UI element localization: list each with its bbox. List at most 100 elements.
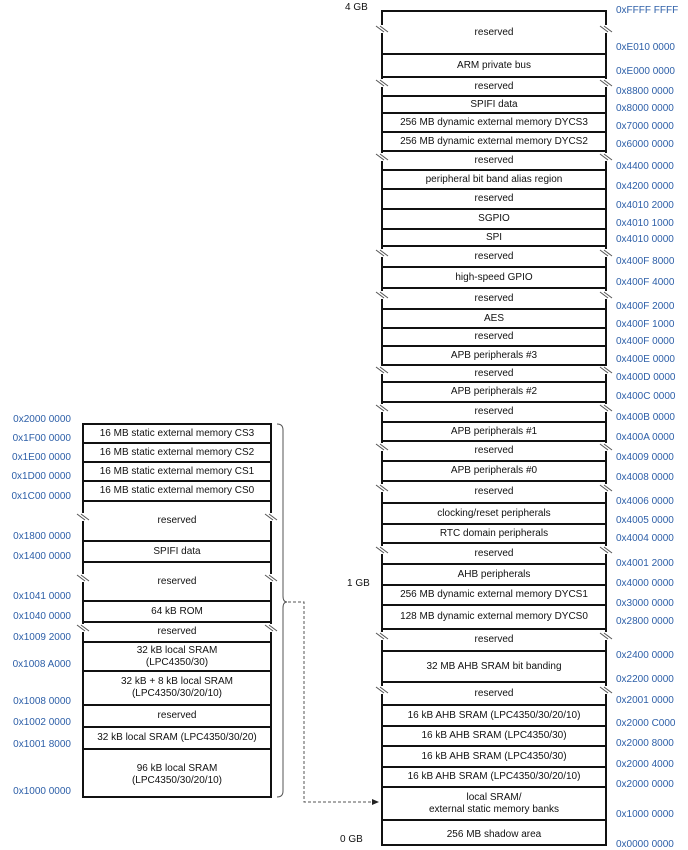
region-label: reserved <box>474 634 514 645</box>
break-mark-icon <box>375 248 389 257</box>
memory-region: 16 kB AHB SRAM (LPC4350/30/20/10) <box>383 768 605 788</box>
address-label: 0x4005 0000 <box>616 515 674 526</box>
region-label: 32 kB local SRAM (LPC4350/30) <box>136 644 218 668</box>
memory-region: reserved <box>84 502 270 542</box>
region-label: 16 kB AHB SRAM (LPC4350/30) <box>421 730 567 741</box>
region-label: AHB peripherals <box>457 568 531 580</box>
address-label: 0x1800 0000 <box>13 531 71 542</box>
region-label: 16 MB static external memory CS0 <box>99 485 255 496</box>
break-mark-icon <box>375 685 389 694</box>
region-label: reserved <box>474 26 514 38</box>
region-label: 256 MB dynamic external memory DYCS3 <box>400 116 588 128</box>
region-label: 128 MB dynamic external memory DYCS0 <box>400 611 588 622</box>
address-label: 0x1D00 0000 <box>11 471 72 482</box>
address-label: 0x4001 2000 <box>616 558 674 569</box>
memory-region: reserved <box>383 403 605 423</box>
memory-region: reserved <box>383 329 605 347</box>
break-mark-icon <box>375 545 389 554</box>
region-label: 256 MB dynamic external memory DYCS1 <box>400 589 588 600</box>
memory-region: 96 kB local SRAM (LPC4350/30/20/10) <box>84 750 270 800</box>
break-mark-icon <box>375 404 389 412</box>
gb-label-1: 1 GB <box>347 578 370 589</box>
break-mark-icon <box>599 632 613 640</box>
memory-region: reserved <box>383 442 605 462</box>
address-label: 0x1E00 0000 <box>12 452 71 463</box>
memory-region: reserved <box>383 366 605 383</box>
region-label: SGPIO <box>478 213 510 224</box>
break-mark-icon <box>76 513 90 521</box>
memory-region: AES <box>383 310 605 329</box>
memory-region: 32 kB local SRAM (LPC4350/30) <box>84 643 270 672</box>
address-label: 0x400F 8000 <box>616 256 675 267</box>
region-label: reserved <box>474 331 514 342</box>
region-label: APB peripherals #1 <box>450 425 538 437</box>
region-label: reserved <box>474 154 514 166</box>
memory-region: 32 MB AHB SRAM bit banding <box>383 652 605 683</box>
memory-region: APB peripherals #1 <box>383 423 605 442</box>
memory-region: RTC domain peripherals <box>383 525 605 544</box>
address-label: 0xE010 0000 <box>616 42 675 53</box>
memory-region: 32 kB + 8 kB local SRAM (LPC4350/30/20/1… <box>84 672 270 706</box>
region-label: APB peripherals #0 <box>450 465 538 476</box>
address-label: 0x4000 0000 <box>616 578 674 589</box>
region-label: 16 MB static external memory CS3 <box>99 427 255 439</box>
address-label: 0x2800 0000 <box>616 616 674 627</box>
break-mark-icon <box>264 624 278 632</box>
address-label: 0x1400 0000 <box>13 551 71 562</box>
memory-region: reserved <box>383 78 605 97</box>
address-label: 0x2000 0000 <box>13 414 71 425</box>
memory-region: SPIFI data <box>84 542 270 563</box>
region-label: 96 kB local SRAM (LPC4350/30/20/10) <box>131 763 223 786</box>
gb-label-4: 4 GB <box>345 2 368 13</box>
address-label: 0x4004 0000 <box>616 533 674 544</box>
break-mark-icon <box>599 443 613 451</box>
region-label: reserved <box>474 80 514 92</box>
memory-region: SPI <box>383 230 605 247</box>
address-label: 0x2000 4000 <box>616 759 674 770</box>
region-label: reserved <box>474 250 514 262</box>
address-label: 0x1000 0000 <box>13 786 71 797</box>
memory-region: SPIFI data <box>383 97 605 114</box>
dashed-arrow-line <box>288 601 372 803</box>
break-mark-icon <box>599 78 613 87</box>
break-mark-icon <box>264 513 278 521</box>
address-label: 0x1041 0000 <box>13 591 71 602</box>
address-label: 0x6000 0000 <box>616 139 674 150</box>
address-label: 0x1009 2000 <box>13 632 71 643</box>
memory-region: ARM private bus <box>383 55 605 78</box>
memory-region: reserved <box>84 563 270 602</box>
address-label: 0x4010 1000 <box>616 218 674 229</box>
arrow-head-icon <box>372 799 379 805</box>
break-mark-icon <box>599 248 613 257</box>
region-label: 16 MB static external memory CS1 <box>99 465 255 477</box>
region-label: APB peripherals #2 <box>450 386 538 397</box>
address-label: 0x400E 0000 <box>616 354 675 365</box>
memory-region: 256 MB dynamic external memory DYCS3 <box>383 114 605 133</box>
memory-region: peripheral bit band alias region <box>383 171 605 190</box>
memory-region: high-speed GPIO <box>383 268 605 289</box>
region-label: APB peripherals #3 <box>450 349 538 361</box>
address-label: 0x4009 0000 <box>616 452 674 463</box>
region-label: high-speed GPIO <box>455 271 533 283</box>
address-label: 0x4010 2000 <box>616 200 674 211</box>
region-label: 16 kB AHB SRAM (LPC4350/30) <box>421 750 567 762</box>
break-mark-icon <box>599 24 613 33</box>
break-mark-icon <box>375 632 389 640</box>
address-label: 0x2000 0000 <box>616 779 674 790</box>
memory-region: SGPIO <box>383 210 605 230</box>
address-label: 0x400F 2000 <box>616 301 675 312</box>
memory-region: reserved <box>84 623 270 643</box>
address-label: 0x2000 8000 <box>616 738 674 749</box>
region-label: peripheral bit band alias region <box>425 173 563 185</box>
memory-region: 16 kB AHB SRAM (LPC4350/30) <box>383 727 605 747</box>
region-label: RTC domain peripherals <box>439 527 549 539</box>
break-mark-icon <box>375 24 389 33</box>
region-label: reserved <box>474 292 514 304</box>
break-mark-icon <box>264 573 278 582</box>
address-label: 0x1002 0000 <box>13 717 71 728</box>
break-mark-icon <box>599 484 613 492</box>
memory-region: 32 kB local SRAM (LPC4350/30/20) <box>84 728 270 750</box>
address-label: 0x400A 0000 <box>616 432 675 443</box>
region-label: SPI <box>485 231 503 243</box>
break-mark-icon <box>375 484 389 492</box>
